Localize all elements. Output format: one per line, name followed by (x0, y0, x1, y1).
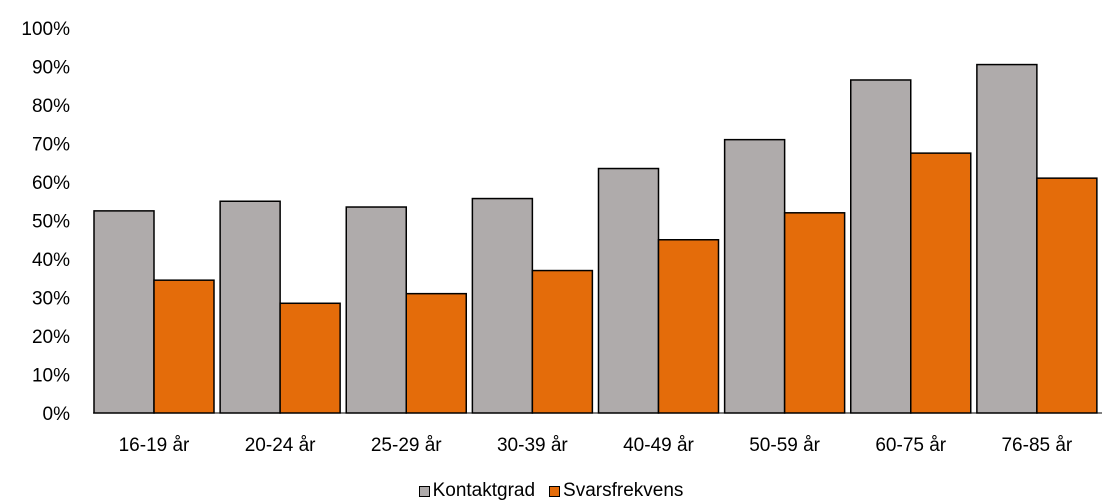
x-axis: 16-19 år 20-24 år 25-29 år 30-39 år 40-49 år… (93, 412, 1102, 456)
y-tick-label: 20% (32, 327, 70, 348)
x-tick-label: 60-75 år (875, 435, 946, 456)
bar-kontaktgrad-4 (597, 167, 660, 414)
bar-svarsfrekvens-3 (531, 269, 594, 414)
legend-swatch-svarsfrekvens (549, 485, 561, 497)
bar-kontaktgrad-5 (723, 138, 786, 414)
bar-svarsfrekvens-7 (1036, 177, 1098, 414)
x-tick-label: 50-59 år (749, 435, 820, 456)
legend-label-kontaktgrad: Kontaktgrad (432, 480, 536, 501)
x-tick-label: 30-39 år (497, 435, 568, 456)
x-tick-label: 76-85 år (1001, 435, 1072, 456)
y-tick-label: 100% (21, 19, 70, 40)
y-tick-label: 90% (32, 58, 70, 79)
bar-svarsfrekvens-0 (153, 279, 215, 414)
y-tick-label: 50% (32, 212, 70, 233)
y-tick-label: 80% (32, 96, 70, 117)
legend-item-kontaktgrad: Kontaktgrad (418, 480, 536, 502)
x-tick-label: 16-19 år (119, 435, 190, 456)
bar-svarsfrekvens-4 (657, 239, 720, 414)
y-axis: 0% 10% 20% 30% 40% 50% 60% 70% 80% 90% 100% (21, 19, 70, 425)
y-tick-label: 30% (32, 289, 70, 310)
bar-kontaktgrad-1 (219, 200, 281, 414)
bar-svarsfrekvens-2 (405, 292, 467, 414)
x-tick-label: 25-29 år (371, 435, 442, 456)
legend-swatch-kontaktgrad (418, 485, 430, 497)
y-tick-label: 0% (43, 404, 71, 425)
legend: Kontaktgrad Svarsfrekvens (0, 480, 1102, 502)
y-tick-label: 70% (32, 135, 70, 156)
y-tick-label: 40% (32, 250, 70, 271)
y-tick-label: 10% (32, 366, 70, 387)
bar-kontaktgrad-0 (93, 210, 155, 414)
legend-label-svarsfrekvens: Svarsfrekvens (563, 480, 684, 501)
bar-kontaktgrad-2 (345, 206, 407, 414)
x-tick-label: 20-24 år (245, 435, 316, 456)
bar-svarsfrekvens-5 (783, 212, 846, 414)
x-tick-label: 40-49 år (623, 435, 694, 456)
bar-kontaktgrad-3 (471, 197, 534, 414)
bar-kontaktgrad-6 (850, 79, 912, 414)
y-tick-label: 60% (32, 173, 70, 194)
bar-svarsfrekvens-1 (279, 302, 341, 414)
legend-item-svarsfrekvens: Svarsfrekvens (549, 480, 683, 502)
bars (93, 63, 1098, 414)
bar-kontaktgrad-7 (976, 63, 1038, 414)
bar-svarsfrekvens-6 (910, 152, 972, 414)
